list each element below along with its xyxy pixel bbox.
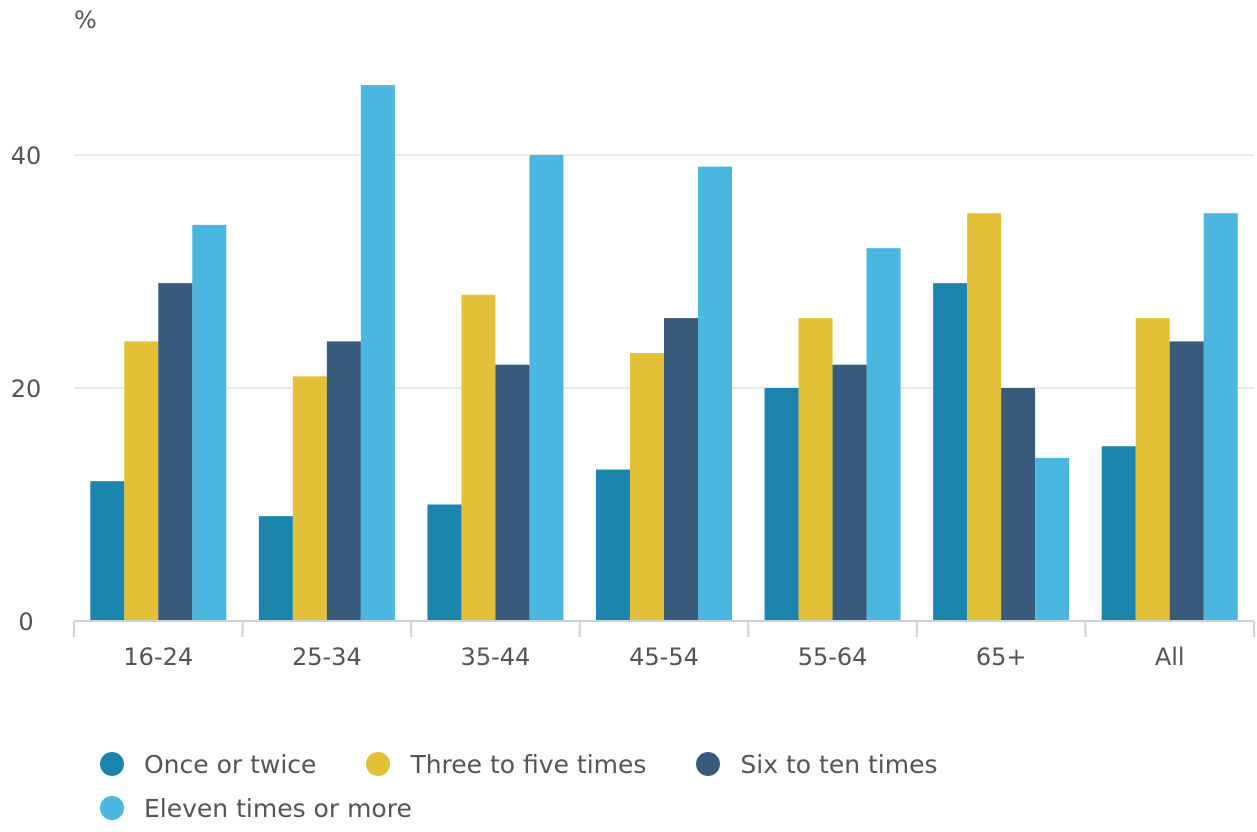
- y-tick-label-20: 20: [11, 375, 42, 403]
- bar-eleven-times-or-more-35-44: [529, 155, 564, 621]
- bar-once-or-twice-16-24: [90, 481, 125, 621]
- bar-three-to-five-times-45-54: [630, 353, 664, 621]
- bars: [90, 85, 1238, 622]
- legend-label-once-or-twice: Once or twice: [144, 749, 317, 779]
- bar-six-to-ten-times-16-24: [158, 283, 193, 621]
- bar-once-or-twice-45-54: [596, 469, 630, 621]
- bar-three-to-five-times-All: [1135, 318, 1170, 621]
- bar-eleven-times-or-more-All: [1203, 213, 1238, 621]
- x-tick-label-25-34: 25-34: [292, 643, 362, 671]
- bar-once-or-twice-35-44: [427, 504, 462, 621]
- bar-six-to-ten-times-25-34: [326, 341, 361, 621]
- bar-eleven-times-or-more-25-34: [360, 85, 395, 622]
- bar-three-to-five-times-35-44: [461, 294, 496, 621]
- legend-row: Eleven times or more: [100, 786, 1200, 830]
- bar-six-to-ten-times-65+: [1001, 388, 1036, 621]
- bar-chart: % 0 20 40 16-24 25-34 35-44 45-54 55-64 65+ All: [11, 6, 1255, 671]
- y-axis-ticks: 0 20 40: [11, 142, 42, 636]
- bar-eleven-times-or-more-45-54: [698, 166, 732, 621]
- x-tick-label-All: All: [1155, 643, 1185, 671]
- bar-three-to-five-times-16-24: [124, 341, 159, 621]
- legend-swatch-once-or-twice: [100, 752, 124, 776]
- bar-three-to-five-times-25-34: [292, 376, 327, 621]
- bar-eleven-times-or-more-55-64: [866, 248, 901, 621]
- y-axis-unit-label: %: [74, 6, 97, 34]
- legend-item-three-to-five-times[interactable]: Three to five times: [366, 750, 646, 779]
- legend-swatch-six-to-ten-times: [696, 752, 721, 776]
- bar-six-to-ten-times-All: [1169, 341, 1204, 621]
- bar-once-or-twice-55-64: [764, 388, 799, 621]
- legend-label-three-to-five-times: Three to five times: [410, 749, 647, 779]
- bar-once-or-twice-65+: [933, 283, 968, 621]
- bar-eleven-times-or-more-65+: [1035, 457, 1070, 621]
- x-axis: 16-24 25-34 35-44 45-54 55-64 65+ All: [73, 620, 1255, 671]
- bar-once-or-twice-All: [1101, 446, 1136, 621]
- bar-eleven-times-or-more-16-24: [192, 224, 227, 621]
- bar-three-to-five-times-65+: [967, 213, 1002, 621]
- bar-once-or-twice-25-34: [258, 516, 293, 621]
- legend-item-six-to-ten-times[interactable]: Six to ten times: [696, 749, 938, 779]
- x-tick-label-16-24: 16-24: [123, 643, 193, 671]
- legend-item-once-or-twice[interactable]: Once or twice: [100, 750, 316, 779]
- x-tick-label-35-44: 35-44: [461, 643, 531, 671]
- x-tick-label-55-64: 55-64: [798, 643, 868, 671]
- bar-three-to-five-times-55-64: [798, 318, 833, 621]
- y-tick-label-0: 0: [18, 608, 33, 636]
- legend-swatch-three-to-five-times: [366, 752, 391, 776]
- bar-six-to-ten-times-35-44: [495, 364, 530, 621]
- legend-label-six-to-ten-times: Six to ten times: [740, 749, 938, 779]
- legend-item-eleven-times-or-more[interactable]: Eleven times or more: [100, 794, 412, 823]
- legend-row: Once or twice Three to five times Six to…: [100, 742, 1200, 786]
- x-tick-label-65+: 65+: [976, 643, 1027, 671]
- y-tick-label-40: 40: [11, 142, 42, 170]
- legend-swatch-eleven-times-or-more: [100, 796, 124, 820]
- legend-label-eleven-times-or-more: Eleven times or more: [144, 793, 412, 823]
- bar-six-to-ten-times-55-64: [832, 364, 867, 621]
- bar-six-to-ten-times-45-54: [664, 318, 698, 621]
- legend: Once or twice Three to five times Six to…: [100, 742, 1200, 830]
- x-tick-label-45-54: 45-54: [629, 643, 699, 671]
